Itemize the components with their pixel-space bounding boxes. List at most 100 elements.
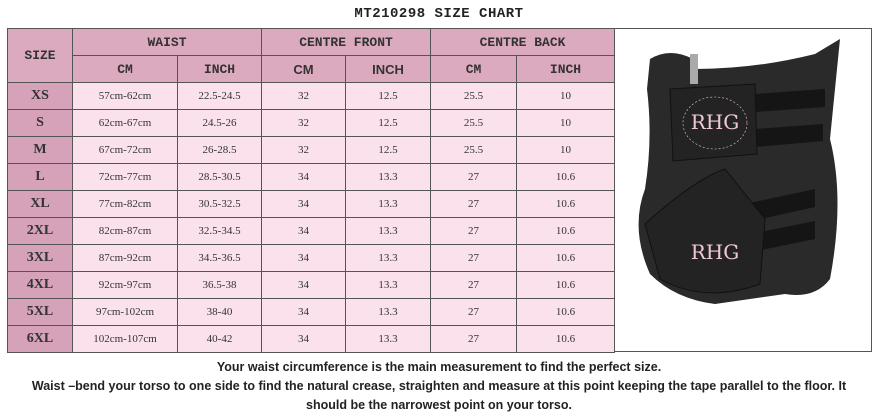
cell-size: L — [7, 163, 73, 191]
cell-waist-inch: 28.5-30.5 — [176, 163, 263, 191]
table-row: L 72cm-77cm 28.5-30.5 34 13.3 27 10.6 — [7, 163, 616, 191]
cell-waist-cm: 62cm-67cm — [72, 109, 178, 137]
cell-cb-inch: 10.6 — [516, 163, 616, 191]
header-cb-inch: INCH — [516, 55, 616, 83]
cell-size: S — [7, 109, 73, 137]
measurement-notes: Your waist circumference is the main mea… — [0, 358, 878, 415]
header-centre-front: CENTRE FRONT — [261, 28, 432, 56]
table-row: XL 77cm-82cm 30.5-32.5 34 13.3 27 10.6 — [7, 190, 616, 218]
cell-cb-cm: 27 — [430, 271, 518, 299]
cell-cf-inch: 13.3 — [345, 217, 432, 245]
cell-waist-inch: 26-28.5 — [176, 136, 263, 164]
cell-cb-cm: 27 — [430, 325, 518, 353]
cell-cb-inch: 10 — [516, 82, 616, 110]
cell-cb-cm: 25.5 — [430, 109, 518, 137]
cell-cb-cm: 25.5 — [430, 82, 518, 110]
cell-waist-cm: 92cm-97cm — [72, 271, 178, 299]
cell-cb-cm: 27 — [430, 190, 518, 218]
cell-cf-cm: 34 — [261, 325, 347, 353]
cell-cb-cm: 27 — [430, 244, 518, 272]
size-chart-table: SIZE WAIST CENTRE FRONT CENTRE BACK CM I… — [7, 28, 616, 353]
cell-cf-inch: 12.5 — [345, 136, 432, 164]
header-cf-cm: CM — [261, 55, 347, 83]
cell-cf-inch: 12.5 — [345, 109, 432, 137]
cell-cb-inch: 10.6 — [516, 244, 616, 272]
cell-cf-inch: 13.3 — [345, 190, 432, 218]
cell-cf-inch: 13.3 — [345, 298, 432, 326]
cell-cb-cm: 27 — [430, 163, 518, 191]
cell-cb-inch: 10.6 — [516, 271, 616, 299]
waist-trainer-illustration: RHG RHG — [638, 39, 840, 304]
cell-cb-inch: 10.6 — [516, 325, 616, 353]
cell-cb-inch: 10.6 — [516, 190, 616, 218]
cell-waist-cm: 102cm-107cm — [72, 325, 178, 353]
cell-waist-cm: 67cm-72cm — [72, 136, 178, 164]
cell-waist-inch: 22.5-24.5 — [176, 82, 263, 110]
cell-size: M — [7, 136, 73, 164]
cell-cb-cm: 27 — [430, 298, 518, 326]
table-row: M 67cm-72cm 26-28.5 32 12.5 25.5 10 — [7, 136, 616, 164]
cell-cf-cm: 32 — [261, 109, 347, 137]
cell-cf-cm: 34 — [261, 298, 347, 326]
product-image: RHG RHG — [614, 28, 872, 352]
cell-cf-cm: 34 — [261, 271, 347, 299]
chart-title: MT210298 SIZE CHART — [354, 6, 524, 22]
cell-size: 5XL — [7, 298, 73, 326]
note-line-1: Your waist circumference is the main mea… — [216, 360, 662, 374]
cell-cf-inch: 13.3 — [345, 244, 432, 272]
cell-size: XL — [7, 190, 73, 218]
header-cb-cm: CM — [430, 55, 518, 83]
header-waist-cm: CM — [72, 55, 178, 83]
header-cf-inch: INCH — [345, 55, 432, 83]
cell-cf-inch: 13.3 — [345, 325, 432, 353]
cell-waist-cm: 97cm-102cm — [72, 298, 178, 326]
header-waist: WAIST — [71, 28, 263, 56]
cell-size: 3XL — [7, 244, 73, 272]
header-size: SIZE — [7, 28, 73, 83]
cell-cb-inch: 10.6 — [516, 217, 616, 245]
cell-waist-cm: 87cm-92cm — [72, 244, 178, 272]
zipper — [690, 54, 698, 84]
cell-waist-inch: 24.5-26 — [176, 109, 263, 137]
cell-cf-cm: 34 — [261, 163, 347, 191]
cell-waist-cm: 82cm-87cm — [72, 217, 178, 245]
cell-cb-cm: 27 — [430, 217, 518, 245]
cell-cf-cm: 34 — [261, 190, 347, 218]
cell-cf-inch: 13.3 — [345, 163, 432, 191]
header-waist-inch: INCH — [176, 55, 263, 83]
cell-waist-inch: 36.5-38 — [176, 271, 263, 299]
cell-waist-inch: 34.5-36.5 — [176, 244, 263, 272]
cell-waist-inch: 38-40 — [176, 298, 263, 326]
cell-cf-cm: 32 — [261, 82, 347, 110]
header-centre-back: CENTRE BACK — [430, 28, 616, 56]
brand-logo-lower: RHG — [691, 240, 739, 264]
cell-cb-inch: 10.6 — [516, 298, 616, 326]
cell-waist-cm: 72cm-77cm — [72, 163, 178, 191]
cell-waist-inch: 32.5-34.5 — [176, 217, 263, 245]
cell-cf-cm: 34 — [261, 244, 347, 272]
table-row: 4XL 92cm-97cm 36.5-38 34 13.3 27 10.6 — [7, 271, 616, 299]
table-row: 3XL 87cm-92cm 34.5-36.5 34 13.3 27 10.6 — [7, 244, 616, 272]
cell-cb-cm: 25.5 — [430, 136, 518, 164]
table-row: 2XL 82cm-87cm 32.5-34.5 34 13.3 27 10.6 — [7, 217, 616, 245]
cell-waist-cm: 57cm-62cm — [72, 82, 178, 110]
cell-size: 6XL — [7, 325, 73, 353]
cell-cb-inch: 10 — [516, 109, 616, 137]
cell-cb-inch: 10 — [516, 136, 616, 164]
table-row: 5XL 97cm-102cm 38-40 34 13.3 27 10.6 — [7, 298, 616, 326]
cell-size: 4XL — [7, 271, 73, 299]
note-line-3: should be the narrowest point on your to… — [306, 398, 572, 412]
brand-logo: RHG — [691, 110, 739, 134]
cell-waist-cm: 77cm-82cm — [72, 190, 178, 218]
table-row: XS 57cm-62cm 22.5-24.5 32 12.5 25.5 10 — [7, 82, 616, 110]
cell-size: 2XL — [7, 217, 73, 245]
cell-cf-cm: 32 — [261, 136, 347, 164]
cell-cf-inch: 13.3 — [345, 271, 432, 299]
cell-cf-cm: 34 — [261, 217, 347, 245]
cell-size: XS — [7, 82, 73, 110]
cell-waist-inch: 40-42 — [176, 325, 263, 353]
note-line-2: Waist –bend your torso to one side to fi… — [31, 379, 847, 393]
cell-cf-inch: 12.5 — [345, 82, 432, 110]
table-row: S 62cm-67cm 24.5-26 32 12.5 25.5 10 — [7, 109, 616, 137]
table-row: 6XL 102cm-107cm 40-42 34 13.3 27 10.6 — [7, 325, 616, 353]
